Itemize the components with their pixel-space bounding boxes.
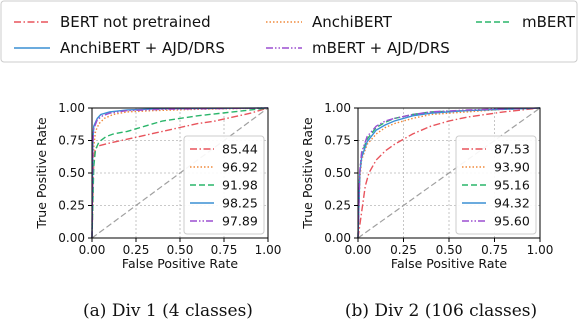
inner-legend-label: 94.32 bbox=[494, 196, 530, 211]
roc-curve-96-92 bbox=[91, 107, 269, 239]
x-axis-label: False Positive Rate bbox=[122, 256, 238, 271]
y-tick-label: 0.75 bbox=[324, 134, 351, 148]
inner-legend-entry: 97.89 bbox=[190, 214, 258, 229]
y-axis-label: True Positive Rate bbox=[300, 117, 315, 230]
legend-label: BERT not pretrained bbox=[60, 13, 211, 31]
inner-legend-frame bbox=[455, 135, 537, 235]
inner-legend-label: 87.53 bbox=[494, 142, 530, 157]
x-tick-label: 0.00 bbox=[345, 243, 372, 257]
roc-chart-div1: 0.00 0.25 0.50 0.75 1.00 0.00 0.25 0.50 0.75 1.00… bbox=[34, 101, 281, 321]
inner-legend-label: 91.98 bbox=[222, 178, 258, 193]
legend-label: mBERT + AJD/DRS bbox=[312, 39, 450, 57]
figure-legend-frame bbox=[0, 0, 578, 63]
y-axis-label: True Positive Rate bbox=[34, 117, 49, 230]
roc-curve-91-98 bbox=[91, 107, 269, 239]
inner-legend-entry: 87.53 bbox=[462, 142, 530, 157]
inner-legend-label: 96.92 bbox=[222, 160, 258, 175]
inner-legend-label: 97.89 bbox=[222, 214, 258, 229]
subfigure-caption: (a) Div 1 (4 classes) bbox=[83, 301, 253, 321]
y-tick-label: 0.00 bbox=[58, 231, 85, 245]
x-tick-label: 0.25 bbox=[390, 243, 417, 257]
x-tick-label: 0.75 bbox=[211, 243, 238, 257]
inner-legend-entry: 94.32 bbox=[462, 196, 530, 211]
x-tick-label: 0.50 bbox=[436, 243, 463, 257]
roc-curve-95-60 bbox=[357, 107, 541, 239]
inner-legend-entry: 91.98 bbox=[190, 178, 258, 193]
legend-entry: AnchiBERT + AJD/DRS bbox=[14, 39, 225, 57]
y-tick-label: 0.75 bbox=[58, 134, 85, 148]
subfigure-caption: (b) Div 2 (106 classes) bbox=[345, 301, 537, 321]
inner-legend-label: 95.60 bbox=[494, 214, 530, 229]
legend-entry: mBERT + AJD/DRS bbox=[266, 39, 450, 57]
y-tick-label: 0.50 bbox=[324, 166, 351, 180]
inner-legend-entry: 95.60 bbox=[462, 214, 530, 229]
x-tick-label: 0.25 bbox=[123, 243, 150, 257]
x-tick-label: 0.75 bbox=[481, 243, 508, 257]
legend-entry: AnchiBERT bbox=[266, 13, 393, 31]
chance-diagonal bbox=[91, 107, 269, 239]
x-tick-label: 0.00 bbox=[79, 243, 106, 257]
y-tick-label: 0.00 bbox=[324, 231, 351, 245]
x-tick-label: 0.50 bbox=[167, 243, 194, 257]
y-tick-label: 0.25 bbox=[324, 199, 351, 213]
inner-legend: 85.44 96.92 91.98 98.25 97.89 bbox=[183, 135, 265, 235]
legend-entry: mBERT bbox=[476, 13, 576, 31]
inner-legend-label: 93.90 bbox=[494, 160, 530, 175]
inner-legend-frame bbox=[183, 135, 265, 235]
roc-chart-div2: 0.00 0.25 0.50 0.75 1.00 0.00 0.25 0.50 0.75 1.00… bbox=[300, 101, 553, 321]
legend-label: AnchiBERT bbox=[312, 13, 393, 31]
inner-legend-entry: 93.90 bbox=[462, 160, 530, 175]
legend-label: mBERT bbox=[522, 13, 576, 31]
x-axis-label: False Positive Rate bbox=[391, 256, 507, 271]
figure-legend: BERT not pretrained AnchiBERT mBERT AnchiBE… bbox=[0, 0, 578, 63]
y-tick-label: 0.50 bbox=[58, 166, 85, 180]
roc-curve-87-53 bbox=[357, 107, 541, 239]
inner-legend-label: 98.25 bbox=[222, 196, 258, 211]
x-tick-label: 1.00 bbox=[255, 243, 282, 257]
inner-legend-entry: 85.44 bbox=[190, 142, 258, 157]
legend-label: AnchiBERT + AJD/DRS bbox=[60, 39, 225, 57]
inner-legend: 87.53 93.90 95.16 94.32 95.60 bbox=[455, 135, 537, 235]
y-tick-label: 0.25 bbox=[58, 199, 85, 213]
inner-legend-label: 85.44 bbox=[222, 142, 258, 157]
inner-legend-label: 95.16 bbox=[494, 178, 530, 193]
roc-curve-94-32 bbox=[357, 107, 541, 239]
inner-legend-entry: 95.16 bbox=[462, 178, 530, 193]
chance-diagonal bbox=[357, 107, 541, 239]
inner-legend-entry: 96.92 bbox=[190, 160, 258, 175]
y-tick-label: 1.00 bbox=[58, 101, 85, 115]
y-tick-label: 1.00 bbox=[324, 101, 351, 115]
legend-entry: BERT not pretrained bbox=[14, 13, 211, 31]
x-tick-label: 1.00 bbox=[527, 243, 554, 257]
roc-curve-97-89 bbox=[91, 107, 269, 239]
inner-legend-entry: 98.25 bbox=[190, 196, 258, 211]
